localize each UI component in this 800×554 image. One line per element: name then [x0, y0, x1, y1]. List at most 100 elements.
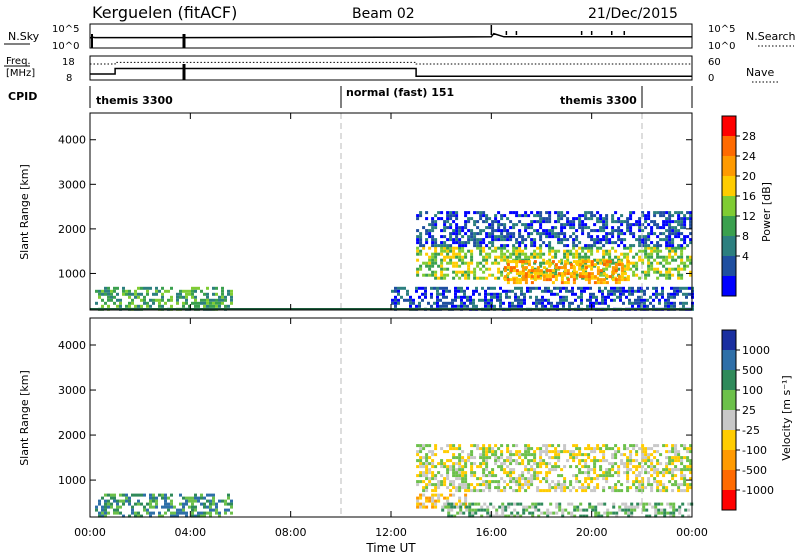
heat-cell: [575, 270, 579, 274]
heat-cell: [461, 249, 465, 253]
heat-cell: [182, 505, 185, 509]
heat-cell: [527, 226, 531, 230]
heat-cell: [602, 453, 606, 457]
heat-cell: [653, 450, 657, 454]
heat-cell: [416, 270, 420, 274]
heat-cell: [482, 211, 486, 215]
heat-cell: [473, 220, 477, 224]
colorbar-tick-label: -1000: [742, 484, 774, 497]
heat-cell: [527, 447, 531, 451]
cpid-segment-1: themis 3300: [96, 94, 173, 107]
heat-cell: [548, 232, 552, 236]
heat-cell: [623, 444, 627, 448]
heat-cell: [624, 508, 628, 512]
heat-cell: [554, 232, 558, 236]
heat-cell: [626, 477, 630, 481]
heat-cell: [515, 489, 519, 493]
heat-cell: [442, 301, 445, 305]
heat-cell: [527, 450, 531, 454]
heat-cell: [644, 249, 648, 253]
heat-cell: [509, 269, 513, 273]
heat-cell: [541, 289, 544, 293]
heat-cell: [587, 281, 591, 285]
colorbar-tick-label: 8: [742, 230, 749, 243]
heat-cell: [428, 499, 432, 503]
heat-cell: [470, 462, 474, 466]
heat-cell: [677, 450, 681, 454]
heat-cell: [620, 266, 624, 270]
heat-cell: [614, 444, 618, 448]
heat-cell: [611, 246, 615, 250]
heat-cell: [530, 211, 534, 215]
heat-cell: [486, 508, 490, 512]
heat-cell: [436, 301, 439, 305]
heat-cell: [569, 480, 573, 484]
heat-cell: [479, 252, 483, 256]
heat-cell: [209, 493, 212, 497]
heat-cell: [627, 508, 631, 512]
heat-cell: [563, 244, 567, 248]
heat-cell: [476, 246, 480, 250]
heat-cell: [661, 289, 664, 293]
heat-cell: [645, 514, 649, 518]
heat-cell: [443, 496, 447, 500]
heat-cell: [467, 264, 471, 268]
heat-cell: [532, 301, 535, 305]
heat-cell: [556, 292, 559, 296]
heat-cell: [482, 480, 486, 484]
heat-cell: [143, 508, 146, 512]
heat-cell: [599, 450, 603, 454]
heat-cell: [425, 456, 429, 460]
heat-cell: [653, 246, 657, 250]
heat-cell: [464, 244, 468, 248]
heat-cell: [563, 226, 567, 230]
heat-cell: [668, 246, 672, 250]
heat-cell: [425, 217, 429, 221]
heat-cell: [656, 246, 660, 250]
heat-cell: [662, 483, 666, 487]
heat-cell: [553, 286, 556, 290]
heat-cell: [482, 264, 486, 268]
heat-cell: [230, 499, 233, 503]
heat-cell: [539, 261, 543, 265]
heat-cell: [644, 214, 648, 218]
heat-cell: [617, 263, 621, 267]
heat-cell: [443, 235, 447, 239]
heat-cell: [164, 301, 167, 305]
heat-cell: [185, 511, 188, 515]
heat-cell: [671, 489, 675, 493]
heat-cell: [221, 298, 224, 302]
heat-cell: [488, 486, 492, 490]
heat-cell: [459, 502, 463, 506]
heat-cell: [512, 459, 516, 463]
heat-cell: [596, 272, 600, 276]
heat-cell: [161, 514, 164, 518]
heat-cell: [167, 505, 170, 509]
heat-cell: [188, 304, 191, 308]
heat-cell: [537, 514, 541, 518]
heat-cell: [491, 261, 495, 265]
heat-cell: [416, 214, 420, 218]
heat-cell: [439, 292, 442, 296]
heat-cell: [674, 211, 678, 215]
heat-cell: [449, 489, 453, 493]
heat-cell: [593, 456, 597, 460]
heat-cell: [648, 502, 652, 506]
heat-cell: [533, 260, 537, 264]
heat-cell: [562, 304, 565, 308]
heat-cell: [500, 456, 504, 460]
heat-cell: [646, 298, 649, 302]
heat-cell: [652, 304, 655, 308]
heat-cell: [573, 505, 577, 509]
heat-cell: [536, 486, 540, 490]
heat-cell: [518, 450, 522, 454]
heat-cell: [664, 304, 667, 308]
heat-cell: [647, 261, 651, 265]
heat-cell: [524, 252, 528, 256]
heat-cell: [194, 298, 197, 302]
heat-cell: [635, 486, 639, 490]
heat-cell: [502, 301, 505, 305]
heat-cell: [584, 471, 588, 475]
heat-cell: [683, 235, 687, 239]
